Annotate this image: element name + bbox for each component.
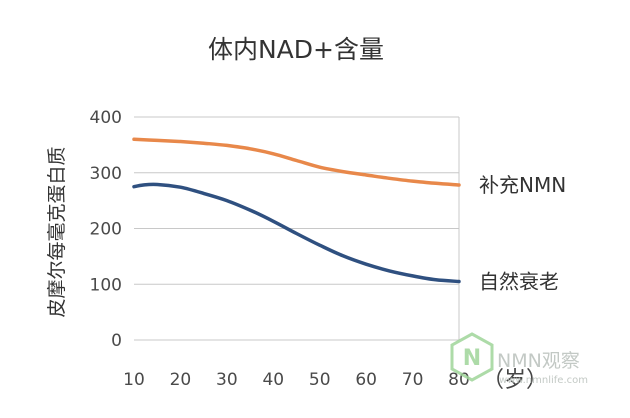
watermark-url: www.nmnlife.com [499, 375, 588, 386]
series-line-2 [132, 182, 461, 284]
series-group: 补充NMN 自然衰老 [132, 137, 566, 293]
x-tick-labels: 10 20 30 40 50 60 70 80 [123, 370, 470, 390]
y-tick-label: 0 [111, 331, 122, 351]
x-tick-label: 40 [262, 370, 284, 390]
x-tick-label: 70 [402, 370, 424, 390]
x-tick-label: 50 [309, 370, 331, 390]
x-tick-label: 60 [355, 370, 377, 390]
grid-lines [134, 116, 460, 341]
x-tick-label: 10 [123, 370, 145, 390]
x-tick-label: 20 [170, 370, 192, 390]
series-label-1: 补充NMN [479, 173, 566, 197]
series-label-2: 自然衰老 [479, 269, 559, 293]
watermark: N NMN观察 www.nmnlife.com [450, 332, 588, 386]
y-axis-label: 皮摩尔每毫克蛋白质 [46, 146, 68, 317]
watermark-text: NMN观察 [497, 350, 580, 372]
y-tick-label: 200 [90, 220, 122, 240]
x-tick-label: 30 [216, 370, 238, 390]
y-tick-label: 100 [90, 275, 122, 295]
y-tick-label: 400 [90, 108, 122, 128]
x-unit-label: （岁） [482, 368, 548, 393]
watermark-logo-letter: N [463, 346, 481, 371]
y-tick-label: 300 [90, 164, 122, 184]
chart-title: 体内NAD+含量 [208, 35, 384, 64]
watermark-logo-icon: N [450, 332, 494, 382]
series-line-1 [132, 137, 461, 187]
y-tick-labels: 0 100 200 300 400 [90, 108, 122, 351]
